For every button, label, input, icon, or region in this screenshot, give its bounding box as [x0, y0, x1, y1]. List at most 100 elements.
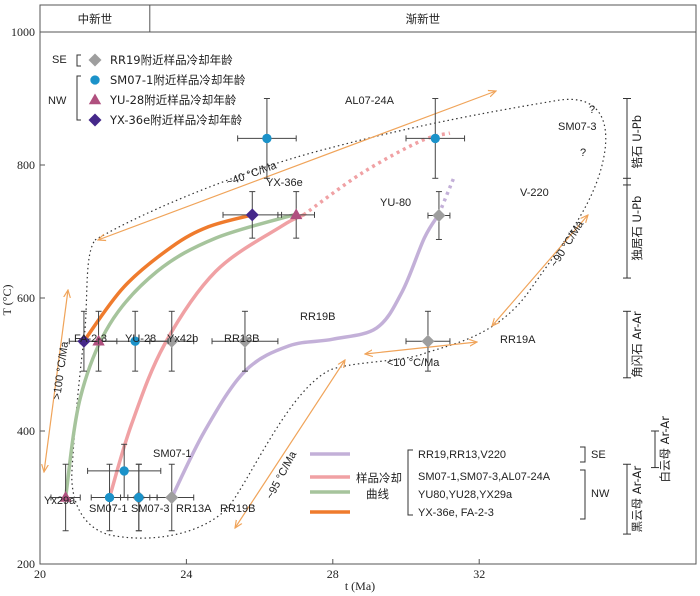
system-label-3: 黑云母 Ar-Ar: [630, 466, 644, 533]
marker-al07-24a: [262, 133, 272, 144]
legend-marker-3: [88, 113, 102, 127]
label-al07-24a: AL07-24A: [345, 95, 395, 107]
legend-group-se: SE: [52, 54, 67, 66]
label-rr19b: RR19B: [300, 311, 335, 323]
marker-yx-36e: [245, 208, 259, 222]
marker-sm07-3_low: [134, 492, 144, 503]
rate-label-10: <10 °C/Ma: [387, 357, 440, 369]
rate-arrow-90: [492, 215, 588, 326]
label-rr19b-low: RR19B: [220, 503, 255, 515]
rate-labels: ~40 °C/Ma >100 °C/Ma <10 °C/Ma ~95 °C/Ma…: [51, 159, 587, 501]
x-tick-label-3: 32: [473, 567, 485, 581]
legend-entries: RR19附近样品冷却年龄 SM07-1附近样品冷却年龄 YU-28附近样品冷却年龄 Y…: [88, 53, 246, 127]
legend-text-3: YX-36e附近样品冷却年龄: [109, 113, 243, 127]
point-sm07-3: [405, 98, 466, 179]
rate-label-100: >100 °C/Ma: [51, 340, 71, 400]
legend-bracket-se: [76, 54, 81, 67]
system-bracket-1: 独居石 U-Pb: [623, 177, 644, 279]
y-tick-label-3: 800: [17, 158, 35, 172]
y-tick-label-0: 200: [17, 557, 35, 571]
curve-pink-dashed: [302, 131, 451, 217]
question-mark-pink: ?: [589, 104, 595, 116]
legend-text-1: SM07-1附近样品冷却年龄: [110, 73, 246, 87]
marker-rr19: [238, 334, 252, 348]
label-rr19a: RR19A: [500, 334, 536, 346]
label-yu-80: YU-80: [380, 197, 411, 209]
curve-legend-bracket-nw: [580, 469, 586, 520]
point-yx29a: [50, 463, 81, 532]
rate-arrow-40: [98, 91, 496, 240]
epoch-band-frame: [39, 4, 697, 33]
curve-lavender: [170, 212, 441, 500]
legend-marker-0: [88, 53, 102, 67]
marker-yx42b: [130, 336, 140, 346]
point-yx-36e: [222, 191, 283, 239]
curve-legend-bracket-se: [580, 446, 586, 463]
marker-yu-80: [290, 208, 303, 220]
legend-marker-2: [88, 93, 102, 105]
curve-pink: [107, 213, 306, 500]
question-mark-lavender: ?: [580, 147, 586, 159]
rate-arrow-95: [235, 360, 345, 528]
system-bracket-2: 角闪石 Ar-Ar: [623, 310, 644, 379]
curve-legend-bracket: [407, 449, 413, 516]
legend-text-2: YU-28附近样品冷却年龄: [109, 93, 237, 107]
curve-legend-text-lavender: RR19,RR13,V220: [418, 449, 506, 461]
marker-sm07-1_low: [104, 492, 115, 503]
marker-v-220: [432, 209, 446, 223]
point-rr19a: [405, 310, 451, 372]
marker-rr13: [165, 334, 179, 348]
rate-label-90: ~90 °C/Ma: [548, 218, 586, 270]
legend: SE NW RR19附近样品冷却年龄 SM07-1附近样品冷却年龄 YU-28附近样…: [48, 53, 246, 127]
y-tick-label-4: 1000: [11, 25, 35, 39]
marker-fa-2-3: [77, 334, 91, 348]
curve-legend-text-pink: SM07-1,SM07-3,AL07-24A: [418, 471, 551, 483]
label-yx29a: Yx29a: [44, 495, 76, 507]
legend-marker-1: [90, 75, 100, 85]
system-bracket-4: 白云母 Ar-Ar: [651, 416, 672, 483]
point-al07-24a: [237, 98, 297, 179]
point-fa-2-3: [68, 310, 100, 372]
epoch-miocene: 中新世: [78, 12, 113, 26]
label-sm07-1-low: SM07-1: [89, 503, 128, 515]
label-sm07-1: SM07-1: [153, 448, 192, 460]
point-labels: AL07-24A SM07-3 YX-36e YU-80 V-220 RR19B…: [44, 95, 597, 515]
x-tick-label-2: 28: [327, 567, 339, 581]
marker-yx29a: [59, 491, 72, 502]
point-rr19b_low: [149, 463, 195, 532]
legend-group-nw: NW: [48, 95, 67, 107]
legend-bracket-nw: [76, 75, 81, 121]
label-yu-28: YU-28: [125, 333, 156, 345]
system-label-0: 锆石 U-Pb: [630, 115, 644, 168]
legend-text-0: RR19附近样品冷却年龄: [110, 53, 233, 67]
system-bracket-3: 黑云母 Ar-Ar: [623, 463, 644, 535]
x-tick-label-1: 24: [180, 567, 192, 581]
curve-legend-title-1: 样品冷却: [356, 471, 402, 485]
y-tick-label-1: 400: [17, 424, 35, 438]
x-tick-label-0: 20: [34, 567, 46, 581]
marker-sm07-3: [430, 133, 440, 144]
point-v-220: [427, 191, 451, 240]
system-bracket-0: 锆石 U-Pb: [623, 98, 644, 186]
curve-legend-title-2: 曲线: [366, 487, 389, 501]
label-sm07-3: SM07-3: [558, 121, 597, 133]
data-points: [50, 98, 466, 532]
point-sm07-1: [87, 443, 162, 498]
rate-arrow-100: [44, 290, 68, 472]
label-v-220: V-220: [520, 187, 549, 199]
rate-arrows: [44, 91, 588, 528]
epoch-band: 中新世 渐新世: [39, 4, 697, 33]
point-sm07-3_low: [120, 463, 158, 532]
mineral-system-brackets: 锆石 U-Pb 独居石 U-Pb 角闪石 Ar-Ar 黑云母 Ar-Ar 白云母 Ar-…: [623, 98, 672, 535]
axes: 200 400 600 800 1000 20 24 28 32: [11, 25, 485, 581]
y-tick-label-2: 600: [17, 291, 35, 305]
x-axis-label: t (Ma): [345, 579, 375, 593]
epoch-oligocene: 渐新世: [406, 12, 441, 26]
y-axis-label: T (°C): [0, 285, 14, 316]
marker-rr19b_low: [165, 491, 179, 504]
curve-legend: 样品冷却 曲线 RR19,RR13,V220 SM07-1,SM07-3,AL0…: [310, 446, 610, 520]
curve-legend-group-se: SE: [591, 449, 606, 461]
curve-legend-text-green: YU80,YU28,YX29a: [418, 489, 513, 501]
cooling-curves: [63, 131, 456, 500]
